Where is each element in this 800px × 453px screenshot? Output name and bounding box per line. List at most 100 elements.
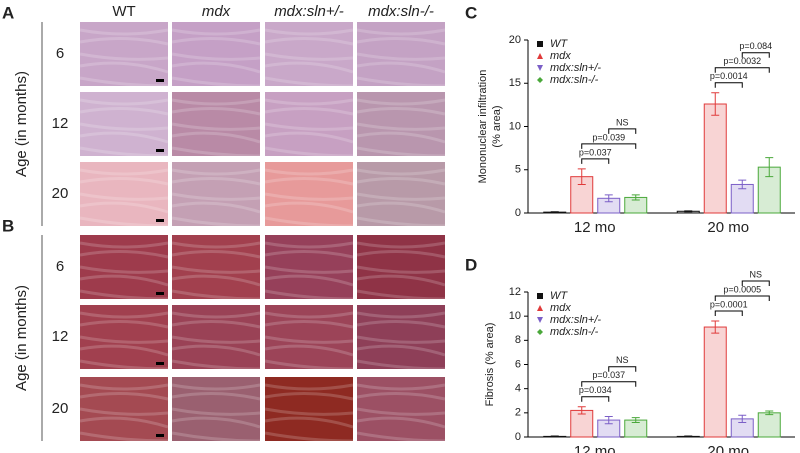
tissue-streak xyxy=(264,319,354,329)
y-tick-label: 10 xyxy=(509,310,521,322)
scale-bar xyxy=(156,292,164,295)
y-tick-label: 5 xyxy=(515,164,521,176)
tissue-streak xyxy=(264,391,354,401)
x-tick-label: 12 mo xyxy=(574,443,616,453)
tissue-streak xyxy=(79,168,169,176)
histology-image xyxy=(357,92,445,156)
significance-label: NS xyxy=(749,269,762,279)
tissue-streak xyxy=(171,383,261,391)
tissue-streak xyxy=(356,383,446,391)
tissue-streak xyxy=(79,407,169,416)
tissue-streak xyxy=(264,359,354,371)
scale-bar xyxy=(156,219,164,222)
tissue-streak xyxy=(171,131,261,144)
tissue-streak xyxy=(79,122,169,131)
significance-label: p=0.039 xyxy=(592,132,625,142)
legend-label: mdx xyxy=(550,50,571,62)
histology-image xyxy=(80,162,168,226)
error-bar xyxy=(577,168,586,185)
tissue-streak xyxy=(79,289,169,301)
tissue-streak xyxy=(264,431,354,443)
bar xyxy=(703,103,727,214)
tissue-streak xyxy=(171,407,261,416)
tissue-streak xyxy=(171,216,261,228)
panel-letter: B xyxy=(2,216,14,235)
tissue-streak xyxy=(264,249,354,259)
error-bar xyxy=(604,415,613,425)
tissue-streak xyxy=(79,106,169,116)
tissue-streak xyxy=(171,416,261,429)
tissue-streak xyxy=(79,335,169,344)
significance-bracket xyxy=(608,128,637,134)
row-label: 12 xyxy=(52,328,69,345)
error-bar xyxy=(765,410,774,416)
y-tick-label: 12 xyxy=(509,286,521,298)
histology-image xyxy=(357,22,445,86)
error-bar xyxy=(711,92,720,116)
error-bar xyxy=(550,211,559,214)
legend-label: WT xyxy=(550,290,568,302)
histology-image xyxy=(80,22,168,86)
significance-bracket xyxy=(714,310,743,316)
row-label: 20 xyxy=(52,185,69,202)
tissue-streak xyxy=(171,431,261,443)
legend-marker xyxy=(537,293,543,299)
tissue-streak xyxy=(171,265,261,274)
significance-label: p=0.0032 xyxy=(723,56,761,66)
tissue-streak xyxy=(264,122,354,131)
histology-image xyxy=(265,235,353,299)
tissue-streak xyxy=(79,201,169,214)
tissue-streak xyxy=(79,61,169,74)
tissue-streak xyxy=(171,249,261,259)
legend-label: mdx xyxy=(550,302,571,314)
histology-image xyxy=(172,377,260,441)
tissue-streak xyxy=(356,344,446,357)
tissue-streak xyxy=(264,311,354,319)
legend-marker xyxy=(537,41,543,47)
y-axis-label: Mononuclear infiltration xyxy=(477,70,489,184)
tissue-streak xyxy=(356,176,446,186)
tissue-streak xyxy=(171,192,261,201)
legend-label: mdx:sln+/- xyxy=(550,62,601,74)
y-tick-label: 8 xyxy=(515,334,521,346)
histology-image xyxy=(265,377,353,441)
tissue-streak xyxy=(79,131,169,144)
histology-image xyxy=(172,305,260,369)
tissue-streak xyxy=(79,146,169,158)
y-tick-label: 6 xyxy=(515,358,521,370)
tissue-streak xyxy=(171,319,261,329)
histology-image xyxy=(80,92,168,156)
tissue-streak xyxy=(79,36,169,46)
tissue-streak xyxy=(79,265,169,274)
legend-label: mdx:sln+/- xyxy=(550,314,601,326)
tissue-streak xyxy=(264,265,354,274)
tissue-streak xyxy=(171,106,261,116)
legend-marker xyxy=(537,305,543,311)
tissue-streak xyxy=(79,176,169,186)
legend-marker xyxy=(537,317,543,323)
tissue-streak xyxy=(264,241,354,249)
tissue-streak xyxy=(356,319,446,329)
tissue-streak xyxy=(171,76,261,88)
tissue-streak xyxy=(264,76,354,88)
tissue-streak xyxy=(264,201,354,214)
y-label: Age (in months) xyxy=(13,285,30,391)
histology-image xyxy=(265,92,353,156)
tissue-streak xyxy=(79,241,169,249)
tissue-streak xyxy=(264,216,354,228)
histology-image xyxy=(357,305,445,369)
tissue-streak xyxy=(79,416,169,429)
error-bar xyxy=(604,194,613,203)
y-tick-label: 20 xyxy=(509,34,521,46)
tissue-streak xyxy=(356,249,446,259)
tissue-streak xyxy=(356,265,446,274)
tissue-streak xyxy=(79,192,169,201)
tissue-streak xyxy=(356,416,446,429)
significance-label: p=0.034 xyxy=(579,385,612,395)
significance-label: NS xyxy=(616,355,629,365)
row-label: 6 xyxy=(56,45,64,62)
tissue-streak xyxy=(264,274,354,287)
histology-image xyxy=(172,235,260,299)
histology-image xyxy=(172,162,260,226)
y-label: Age (in months) xyxy=(13,71,30,177)
